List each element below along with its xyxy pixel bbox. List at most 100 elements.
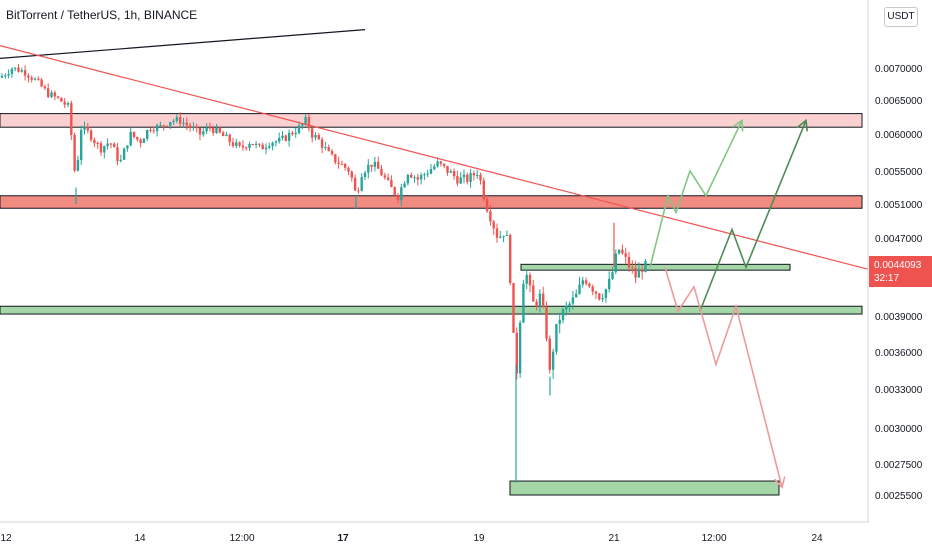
candle: [429, 169, 433, 174]
candle: [621, 249, 624, 254]
candle: [80, 129, 83, 161]
price-tick-label: 0.0055000: [875, 167, 923, 178]
last-price-value: 0.0044093: [874, 260, 922, 271]
candle: [350, 171, 353, 178]
candle: [7, 73, 10, 76]
candle: [433, 166, 436, 170]
price-tick-label: 0.0039000: [875, 312, 923, 323]
candle: [578, 284, 581, 294]
candle: [604, 289, 608, 299]
candle: [353, 177, 357, 191]
candle: [17, 67, 20, 72]
candle: [334, 154, 337, 163]
candle: [146, 129, 149, 139]
candle: [581, 280, 584, 285]
price-tick-label: 0.0027500: [875, 460, 923, 471]
time-tick-label: 24: [811, 533, 823, 544]
currency-button[interactable]: USDT: [884, 7, 918, 27]
candle: [466, 174, 469, 182]
candle: [327, 147, 330, 152]
price-axis-labels: 0.0070000 0.0065000 0.0060000 0.0055000 0.00…: [875, 64, 923, 502]
candle: [637, 269, 641, 278]
candle: [512, 283, 515, 333]
candle: [274, 141, 278, 143]
red-trendline: [0, 45, 869, 270]
candle: [545, 306, 548, 339]
price-tick-label: 0.0036000: [875, 348, 923, 359]
price-tick-label: 0.0030000: [875, 424, 923, 435]
candle: [330, 151, 334, 155]
candle: [502, 235, 505, 237]
candle: [60, 97, 63, 102]
candle: [311, 128, 314, 138]
candle: [449, 171, 452, 173]
price-tick-label: 0.0025500: [875, 491, 923, 502]
candle: [499, 236, 502, 238]
candle: [30, 77, 33, 80]
candle: [538, 293, 542, 307]
candle: [47, 88, 50, 97]
price-tick-label: 0.0070000: [875, 64, 923, 75]
chart-title: BitTorrent / TetherUS, 1h, BINANCE: [6, 8, 198, 22]
candle: [489, 211, 492, 222]
projection-red-arrowhead: [773, 476, 786, 489]
candle: [294, 132, 297, 135]
candle: [627, 256, 631, 268]
candle: [241, 145, 245, 148]
candle: [228, 134, 231, 143]
price-tick-label: 0.0047000: [875, 234, 923, 245]
candle: [225, 134, 228, 137]
candle: [485, 198, 489, 212]
time-tick-label: 12:00: [701, 533, 726, 544]
candle: [551, 351, 555, 370]
candle: [119, 159, 122, 162]
candle: [70, 103, 73, 135]
candle: [301, 123, 304, 126]
candle: [139, 139, 142, 143]
candle: [271, 142, 274, 147]
zone-pink: [0, 113, 863, 128]
candle: [162, 125, 165, 127]
candle: [396, 194, 400, 201]
candle: [380, 168, 383, 176]
time-axis-labels[interactable]: 12 14 12:00 17 19 21 12:00 24: [0, 533, 823, 544]
candle: [347, 167, 350, 172]
candle: [23, 70, 27, 76]
candle: [413, 177, 416, 179]
candle: [152, 130, 155, 132]
candle: [594, 291, 598, 294]
candle: [446, 165, 449, 173]
candle: [63, 101, 66, 105]
candle: [509, 234, 512, 284]
candle: [492, 221, 495, 229]
projection-light-green-arrowhead: [732, 118, 744, 132]
candle: [515, 332, 518, 374]
candle: [565, 305, 568, 310]
last-price-badge: 0.0044093 32:17: [869, 256, 932, 287]
candle: [4, 75, 7, 77]
candle: [390, 179, 393, 188]
candle: [370, 164, 373, 167]
candle: [357, 190, 360, 192]
candle: [631, 267, 634, 269]
candle: [410, 174, 413, 178]
candle: [548, 338, 551, 370]
candle: [439, 161, 443, 164]
candle: [50, 92, 53, 97]
candle: [185, 122, 188, 126]
candle: [86, 126, 89, 131]
candle: [231, 142, 235, 146]
candle: [459, 177, 462, 184]
candle: [132, 131, 136, 138]
candle: [476, 174, 479, 176]
candle: [568, 303, 571, 306]
candle: [116, 147, 119, 162]
candle: [555, 323, 558, 352]
candle: [297, 125, 301, 133]
candle: [221, 132, 225, 137]
candle: [291, 132, 294, 135]
candle: [37, 78, 40, 80]
candle: [251, 143, 254, 145]
candle: [113, 143, 116, 148]
